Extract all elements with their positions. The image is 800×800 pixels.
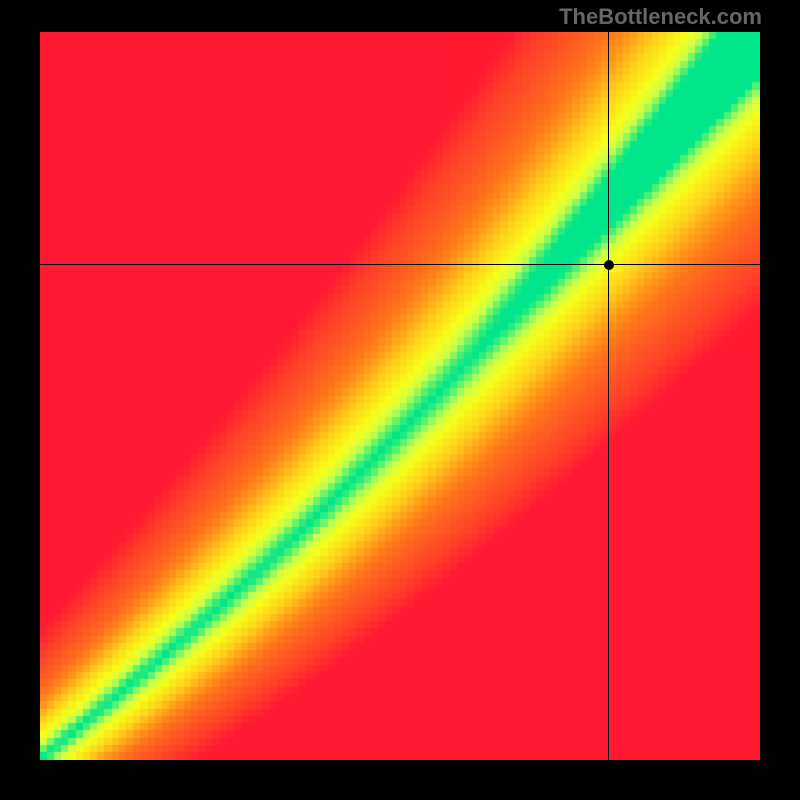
watermark-text: TheBottleneck.com xyxy=(559,4,762,30)
chart-container: TheBottleneck.com xyxy=(0,0,800,800)
crosshair-marker xyxy=(604,260,614,270)
crosshair-horizontal xyxy=(40,264,760,265)
bottleneck-heatmap xyxy=(40,32,760,760)
crosshair-vertical xyxy=(608,32,609,760)
